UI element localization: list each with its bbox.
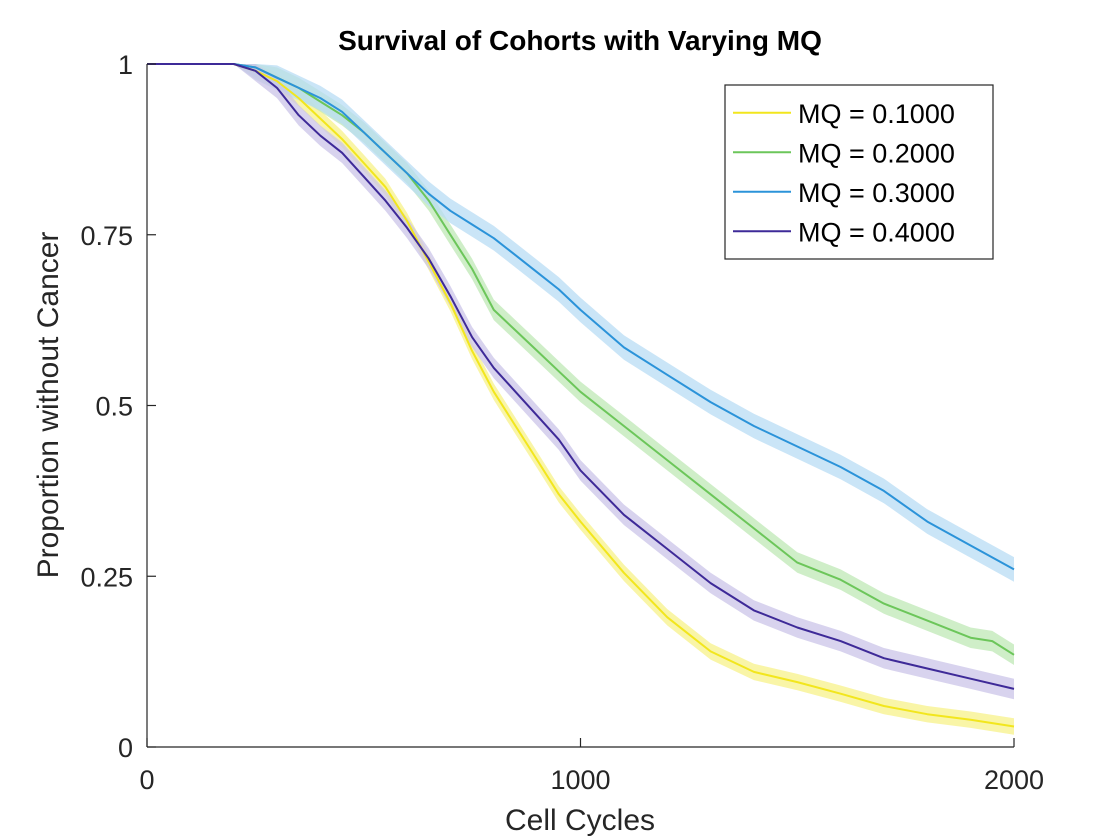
legend-label-2: MQ = 0.2000 [798, 138, 955, 168]
legend-box [724, 84, 994, 260]
legend: MQ = 0.1000 MQ = 0.2000 MQ = 0.3000 MQ = 0.… [724, 84, 994, 260]
y-tick-label: 0 [118, 733, 133, 763]
legend-label-4: MQ = 0.4000 [798, 217, 955, 247]
legend-label-1: MQ = 0.1000 [798, 99, 955, 129]
ticks: 0 1000 2000 0 0.25 0.5 0.75 1 [80, 50, 1044, 795]
y-axis-label: Proportion without Cancer [32, 232, 65, 579]
series-line-1 [147, 63, 1015, 728]
y-tick-label: 0.75 [80, 221, 133, 251]
y-tick-label: 0.25 [80, 562, 133, 592]
confidence-bands [147, 64, 1014, 735]
chart-title: Survival of Cohorts with Varying MQ [338, 25, 822, 56]
series-line-3 [147, 63, 1015, 571]
series-line-4 [147, 63, 1015, 690]
x-tick-label: 2000 [984, 765, 1044, 795]
y-tick-label: 1 [118, 50, 133, 80]
y-tick-label: 0.5 [95, 392, 133, 422]
x-axis-label: Cell Cycles [505, 804, 655, 837]
x-tick-label: 0 [139, 765, 154, 795]
legend-label-3: MQ = 0.3000 [798, 178, 955, 208]
confidence-band-3 [147, 64, 1014, 582]
series-lines [147, 63, 1015, 728]
x-tick-label: 1000 [550, 765, 610, 795]
